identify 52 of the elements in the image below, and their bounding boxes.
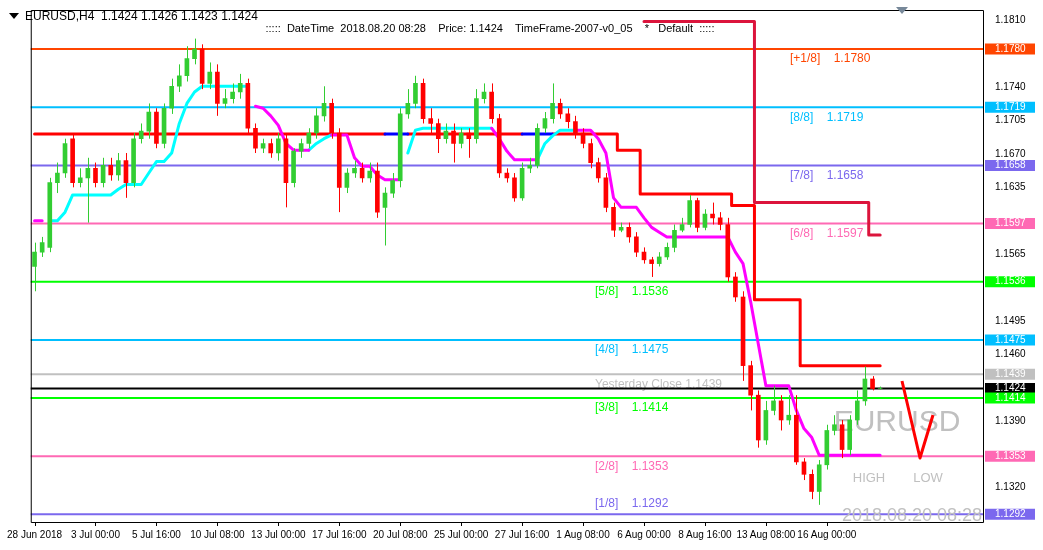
- ref-line-label: [7/8] 1.1658: [790, 167, 864, 182]
- ref-line-label: [2/8] 1.1353: [595, 458, 669, 473]
- candlestick: [527, 157, 533, 174]
- y-tick-label: 1.1597: [995, 217, 1027, 229]
- y-tick-label: 1.1705: [995, 114, 1027, 126]
- y-tick-label: 1.1635: [995, 181, 1027, 193]
- ref-line-label: [1/8] 1.1292: [595, 495, 669, 510]
- y-tick-label: 1.1414: [995, 391, 1027, 403]
- y-tick-label: 1.1565: [995, 247, 1027, 259]
- x-tick-label: 1 Aug 08:00: [556, 528, 611, 540]
- candlestick: [77, 167, 83, 188]
- annotation: ::::: DateTime 2018.08.20 08:28 Price: 1.1424 TimeFrame-2007-v0_05 * Default :::::: [265, 22, 715, 35]
- x-tick-label: 8 Aug 16:00: [678, 528, 733, 540]
- y-tick-label: 1.1292: [995, 508, 1027, 520]
- y-tick-label: 1.1320: [995, 481, 1027, 493]
- x-tick-label: 13 Jul 00:00: [251, 528, 306, 540]
- x-tick-label: 27 Jul 16:00: [494, 528, 550, 540]
- y-tick-label: 1.1439: [995, 367, 1027, 379]
- candlestick: [649, 256, 654, 278]
- candlestick: [176, 63, 182, 93]
- x-tick-label: 3 Jul 00:00: [71, 528, 121, 540]
- ref-line-label: [8/8] 1.1719: [790, 109, 864, 124]
- y-tick-label: 1.1670: [995, 147, 1027, 159]
- y-tick-label: 1.1353: [995, 449, 1027, 461]
- annotation: LOW: [913, 469, 944, 485]
- y-tick-label: 1.1780: [995, 42, 1027, 54]
- y-tick-label: 1.1658: [995, 159, 1027, 171]
- ref-line-label: [+1/8] 1.1780: [790, 51, 871, 66]
- ref-line-label: [5/8] 1.1536: [595, 284, 669, 299]
- x-tick-label: 10 Jul 08:00: [190, 528, 246, 540]
- x-tick-label: 6 Aug 00:00: [617, 528, 672, 540]
- ref-line-label: [3/8] 1.1414: [595, 400, 669, 415]
- y-tick-label: 1.1495: [995, 314, 1027, 326]
- x-tick-label: 16 Aug 00:00: [797, 528, 857, 540]
- y-tick-label: 1.1810: [995, 14, 1027, 26]
- y-tick-label: 1.1475: [995, 333, 1027, 345]
- y-tick-label: 1.1536: [995, 275, 1027, 287]
- y-tick-label: 1.1424: [995, 382, 1027, 394]
- y-tick-label: 1.1719: [995, 101, 1027, 112]
- ref-line-label: [4/8] 1.1475: [595, 342, 669, 357]
- x-tick-label: 20 Jul 08:00: [372, 528, 428, 540]
- y-tick-label: 1.1390: [995, 414, 1027, 426]
- x-tick-label: 25 Jul 00:00: [433, 528, 489, 540]
- y-tick-label: 1.1740: [995, 80, 1027, 92]
- y-tick-label: 1.1460: [995, 347, 1027, 359]
- ref-line-label: [6/8] 1.1597: [790, 225, 864, 240]
- annotation: HIGH: [852, 469, 886, 485]
- x-tick-label: 5 Jul 16:00: [131, 528, 182, 540]
- x-tick-label: 13 Aug 08:00: [736, 528, 796, 540]
- x-tick-label: 17 Jul 16:00: [312, 528, 367, 540]
- ref-line-label: Yesterday Close 1.1439: [595, 376, 723, 391]
- x-tick-label: 28 Jun 2018: [7, 528, 63, 540]
